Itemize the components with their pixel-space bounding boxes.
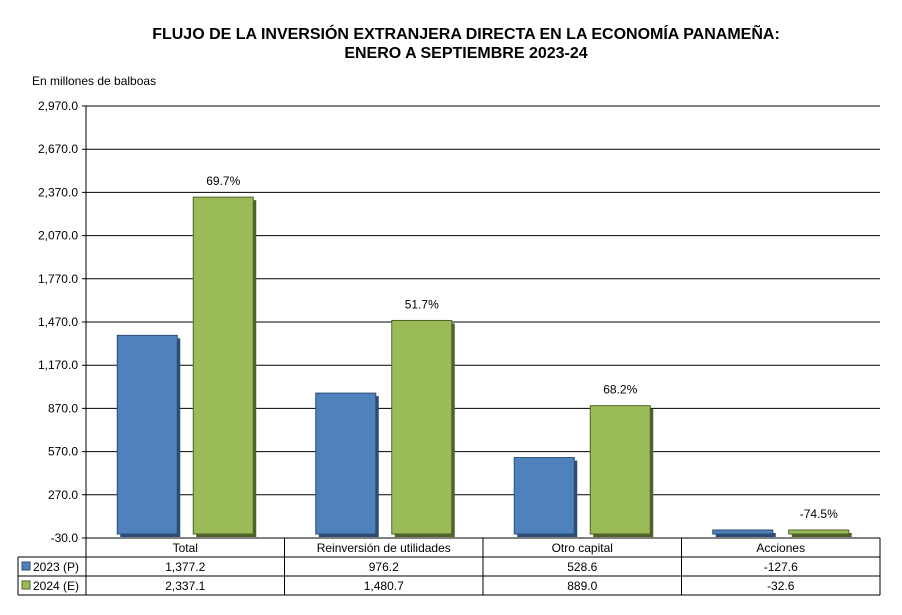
pct-change-label: 51.7%	[405, 297, 439, 311]
table-cell-value: 1,377.2	[165, 560, 205, 574]
y-tick-label: 2,070.0	[38, 229, 78, 243]
y-tick-label: 2,970.0	[38, 99, 78, 113]
legend-series-name: 2024 (E)	[33, 579, 79, 593]
category-label: Acciones	[756, 541, 805, 555]
legend-swatch	[21, 561, 31, 571]
bar-2024	[589, 405, 651, 535]
y-tick-label: 1,170.0	[38, 358, 78, 372]
y-tick-label: 1,770.0	[38, 272, 78, 286]
table-cell-value: 1,480.7	[364, 579, 404, 593]
chart-title-line2: ENERO A SEPTIEMBRE 2023-24	[344, 45, 587, 62]
category-label: Otro capital	[552, 541, 613, 555]
bar-shadow	[715, 533, 776, 537]
bar-shadow	[791, 533, 852, 537]
table-cell-value: 2,337.1	[165, 579, 205, 593]
unit-label: En millones de balboas	[32, 74, 156, 88]
y-tick-label: 2,670.0	[38, 142, 78, 156]
bar-2023	[513, 457, 575, 535]
pct-change-label: -74.5%	[800, 507, 838, 521]
y-tick-label: 570.0	[48, 445, 78, 459]
pct-change-label: 68.2%	[603, 383, 637, 397]
chart-title-line1: FLUJO DE LA INVERSIÓN EXTRANJERA DIRECTA…	[152, 23, 780, 43]
y-tick-label: 1,470.0	[38, 315, 78, 329]
category-label: Total	[173, 541, 198, 555]
table-cell-value: 976.2	[369, 560, 399, 574]
pct-change-label: 69.7%	[206, 174, 240, 188]
bar-2023	[315, 392, 377, 535]
legend-series-name: 2023 (P)	[33, 560, 79, 574]
y-tick-label: 870.0	[48, 401, 78, 415]
table-cell-value: -32.6	[767, 579, 795, 593]
y-tick-label: -30.0	[51, 531, 79, 545]
bar-2023	[116, 334, 178, 535]
table-cell-value: -127.6	[764, 560, 798, 574]
category-label: Reinversión de utilidades	[317, 541, 451, 555]
table-cell-value: 889.0	[567, 579, 597, 593]
bar-2024	[192, 196, 254, 535]
legend-swatch	[21, 580, 31, 590]
bar-2024	[391, 319, 453, 535]
bar-2024	[788, 529, 850, 535]
y-tick-label: 270.0	[48, 488, 78, 502]
y-tick-label: 2,370.0	[38, 185, 78, 199]
table-cell-value: 528.6	[567, 560, 597, 574]
bar-2023	[712, 529, 774, 535]
